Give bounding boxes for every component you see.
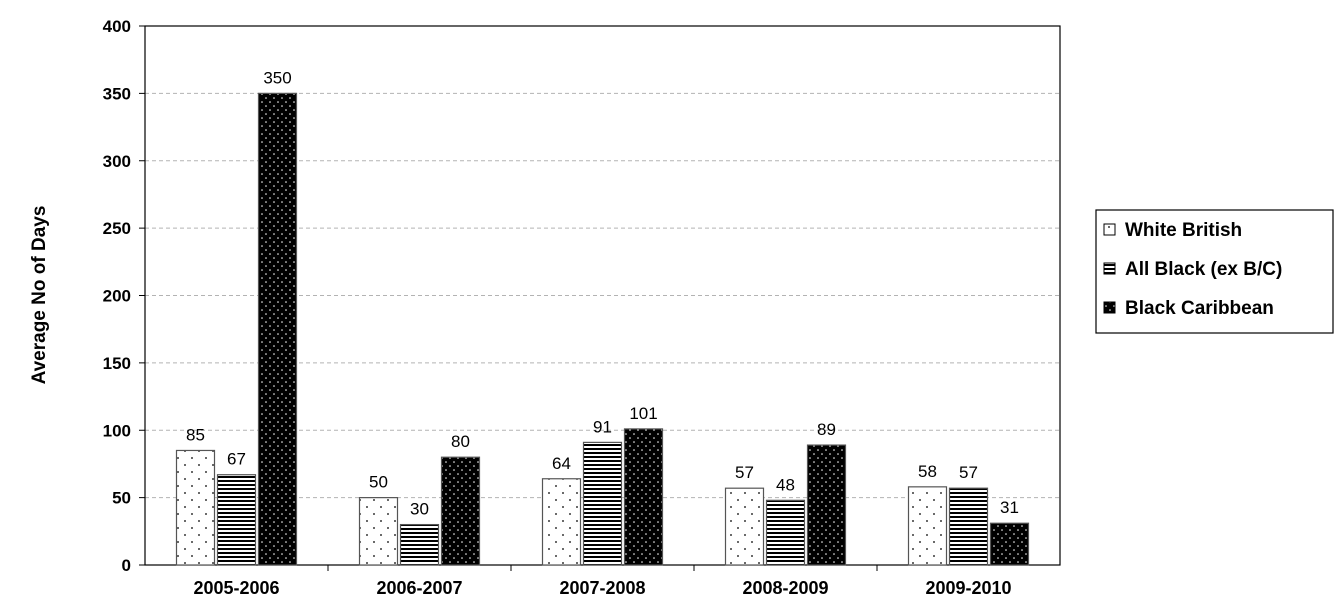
x-tick-label: 2009-2010 bbox=[925, 578, 1011, 598]
legend-label: White British bbox=[1125, 220, 1242, 241]
bar bbox=[257, 92, 298, 566]
data-label: 58 bbox=[918, 462, 937, 481]
bar bbox=[399, 523, 440, 566]
data-label: 48 bbox=[776, 475, 795, 494]
legend-box bbox=[1095, 209, 1334, 334]
bar bbox=[216, 474, 257, 566]
bar bbox=[806, 444, 847, 566]
x-tick-label: 2006-2007 bbox=[376, 578, 462, 598]
y-tick-label: 350 bbox=[103, 84, 131, 103]
y-tick-label: 0 bbox=[122, 556, 131, 575]
y-tick-label: 400 bbox=[103, 17, 131, 36]
legend-swatch bbox=[1103, 223, 1116, 236]
data-label: 350 bbox=[263, 68, 291, 87]
x-tick-label: 2007-2008 bbox=[559, 578, 645, 598]
bar bbox=[440, 456, 481, 566]
y-tick-label: 300 bbox=[103, 152, 131, 171]
bars: 85 67 350 50 30 80 64 91 101 57 48 89 58 57 31 bbox=[175, 68, 1030, 566]
legend-swatch bbox=[1103, 301, 1116, 314]
x-tick-label: 2008-2009 bbox=[742, 578, 828, 598]
data-label: 101 bbox=[629, 404, 657, 423]
y-tick-label: 100 bbox=[103, 421, 131, 440]
category-labels: 2005-2006 2006-2007 2007-2008 2008-2009 2009… bbox=[193, 565, 1012, 598]
bar bbox=[724, 487, 765, 566]
bar bbox=[765, 499, 806, 566]
bar bbox=[989, 522, 1030, 566]
y-axis-ticks: 0 50 100 150 200 250 300 350 400 bbox=[103, 17, 145, 575]
bar bbox=[907, 486, 948, 566]
y-axis-label: Average No of Days bbox=[29, 206, 50, 385]
bar bbox=[541, 478, 582, 566]
data-label: 89 bbox=[817, 420, 836, 439]
data-label: 80 bbox=[451, 432, 470, 451]
legend-label: Black Caribbean bbox=[1125, 298, 1274, 319]
legend-swatch bbox=[1103, 262, 1116, 275]
data-label: 85 bbox=[186, 425, 205, 444]
data-label: 67 bbox=[227, 450, 246, 469]
y-tick-label: 50 bbox=[112, 489, 131, 508]
data-label: 64 bbox=[552, 454, 571, 473]
x-tick-label: 2005-2006 bbox=[193, 578, 279, 598]
legend: White British All Black (ex B/C) Black Car… bbox=[1095, 209, 1334, 334]
data-label: 91 bbox=[593, 417, 612, 436]
bar bbox=[582, 441, 623, 566]
bar bbox=[623, 428, 664, 566]
data-label: 30 bbox=[410, 500, 429, 519]
data-label: 50 bbox=[369, 473, 388, 492]
y-tick-label: 250 bbox=[103, 219, 131, 238]
data-label: 57 bbox=[735, 463, 754, 482]
legend-label: All Black (ex B/C) bbox=[1125, 259, 1282, 280]
y-tick-label: 150 bbox=[103, 354, 131, 373]
bar bbox=[948, 487, 989, 566]
y-tick-label: 200 bbox=[103, 287, 131, 306]
data-label: 57 bbox=[959, 463, 978, 482]
bar bbox=[175, 449, 216, 566]
data-label: 31 bbox=[1000, 498, 1019, 517]
bar bbox=[358, 497, 399, 566]
